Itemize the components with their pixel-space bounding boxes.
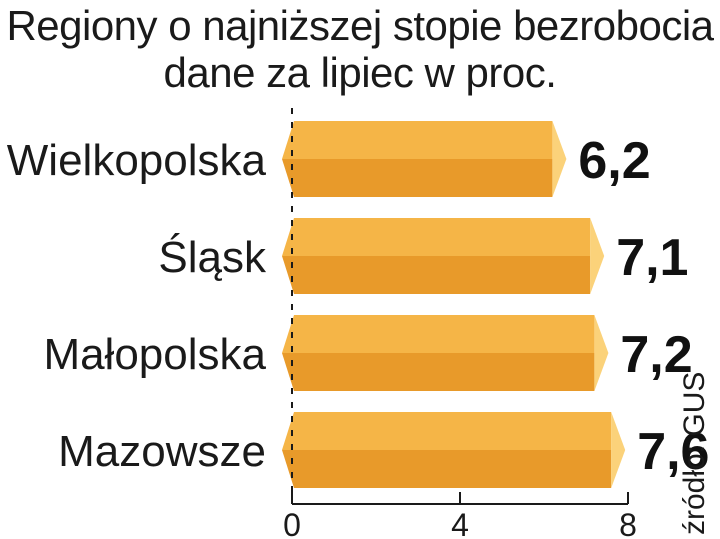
bar-top-face	[282, 218, 591, 256]
bar-tip	[590, 218, 605, 294]
bar-1: Wielkopolska 6,2	[7, 121, 651, 197]
value-label: 7,2	[620, 326, 692, 384]
category-label: Wielkopolska	[7, 136, 267, 185]
bar-top-face	[282, 121, 553, 159]
bar-4: Mazowsze 7,6	[58, 412, 709, 488]
x-tick-label: 8	[619, 507, 637, 539]
x-tick-label: 4	[451, 507, 469, 539]
bar-2: Śląsk 7,1	[158, 218, 688, 294]
bars-group: Wielkopolska 6,2 Śląsk 7,1 Małopolska 7,2 Mazo…	[7, 121, 709, 488]
bar-tip	[611, 412, 626, 488]
bar-bottom-face	[282, 450, 612, 488]
bar-bottom-face	[282, 159, 553, 197]
bar-top-face	[282, 315, 595, 353]
chart-title: Regiony o najniższej stopie bezrobocia	[6, 2, 714, 49]
bar-tip	[552, 121, 567, 197]
value-label: 7,6	[637, 423, 709, 481]
value-label: 6,2	[578, 132, 650, 190]
category-label: Małopolska	[43, 330, 266, 379]
category-label: Śląsk	[158, 231, 267, 282]
bar-bottom-face	[282, 256, 591, 294]
x-tick-label: 0	[283, 507, 301, 539]
bar-tip	[594, 315, 609, 391]
source-label: źródło: GUS	[678, 372, 711, 535]
bar-3: Małopolska 7,2	[43, 315, 693, 391]
bar-bottom-face	[282, 353, 595, 391]
category-label: Mazowsze	[58, 427, 266, 476]
value-label: 7,1	[616, 229, 688, 287]
x-axis: 0 4 8	[283, 108, 637, 539]
bar-top-face	[282, 412, 612, 450]
chart-subtitle: dane za lipiec w proc.	[163, 49, 557, 96]
